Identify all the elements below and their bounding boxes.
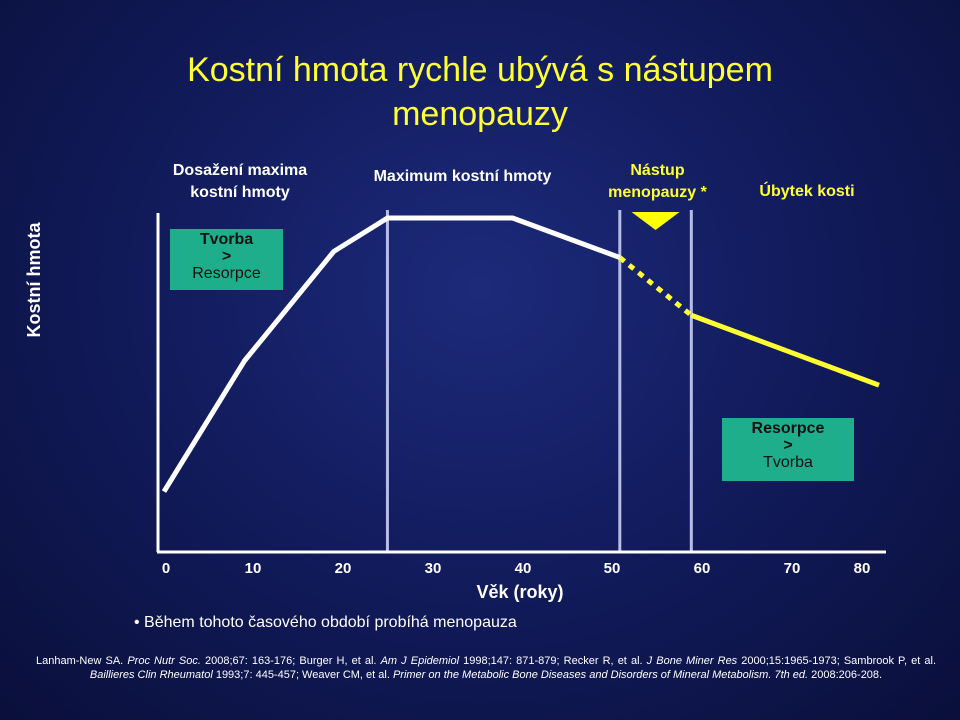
menopause-note: • Během tohoto časového období probíhá m… — [134, 614, 517, 631]
x-axis-label: Věk (roky) — [476, 582, 564, 602]
box-right-bottom: Tvorba — [763, 454, 813, 471]
title-line-1: Kostní hmota rychle ubývá s nástupem — [187, 51, 773, 89]
ref-3-journal: J Bone Miner Res — [646, 655, 738, 667]
header-peak-attainment: Dosažení maxima kostní hmoty — [150, 160, 330, 204]
box-right-mid: > — [783, 437, 793, 454]
x-tick-10: 10 — [245, 560, 262, 577]
ref-1-journal: Proc Nutr Soc. — [127, 655, 201, 667]
header-bone-loss: Úbytek kosti — [759, 183, 855, 200]
ref-4-detail: 1993;7: 445-457; Weaver CM, et al. — [212, 669, 393, 681]
box-left-mid: > — [221, 248, 232, 265]
box-right-top: Resorpce — [751, 420, 825, 437]
x-tick-0: 0 — [162, 560, 170, 577]
title-line-2: menopauzy — [392, 95, 568, 133]
ref-1-detail: 2008;67: 163-176; Burger H, et al. — [200, 655, 381, 667]
x-tick-50: 50 — [604, 560, 621, 577]
x-tick-60: 60 — [694, 560, 711, 577]
header-peak-mass: Maximum kostní hmoty — [373, 168, 552, 185]
references: Lanham-New SA. Proc Nutr Soc. 2008;67: 1… — [36, 654, 936, 682]
header-menopause-line2: menopauzy * — [608, 184, 707, 201]
x-tick-30: 30 — [425, 560, 442, 577]
x-tick-70: 70 — [784, 560, 801, 577]
ref-5-detail: 2008:206-208. — [808, 669, 883, 681]
series-after-menopause — [690, 312, 880, 388]
ref-4-journal: Baillieres Clin Rheumatol — [89, 669, 213, 681]
x-tick-40: 40 — [515, 560, 532, 577]
vertical-markers — [385, 210, 693, 552]
ref-2-detail: 1998;147: 871-879; Recker R, et al. — [459, 655, 647, 667]
menopause-note-text: Během tohoto časového období probíhá men… — [144, 614, 517, 631]
ref-1: Lanham-New SA. — [36, 655, 128, 667]
ref-3-detail: 2000;15:1965-1973; Sambrook P, et al. — [737, 655, 936, 667]
header-peak-attainment-line1: Dosažení maxima — [172, 162, 308, 179]
x-tick-80: 80 — [854, 560, 871, 577]
series-group — [161, 215, 880, 493]
header-menopause-onset: Nástup menopauzy * — [585, 160, 730, 204]
box-resorption-over-formation: Resorpce > Tvorba — [722, 418, 854, 481]
x-tick-20: 20 — [335, 560, 352, 577]
box-left-top: Tvorba — [199, 231, 254, 248]
ref-2-journal: Am J Epidemiol — [380, 655, 460, 667]
box-left-bottom: Resorpce — [192, 265, 261, 282]
header-menopause-line1: Nástup — [630, 162, 685, 179]
page-title: Kostní hmota rychle ubývá s nástupem men… — [60, 48, 900, 136]
x-tick-labels: 0 10 20 30 40 50 60 70 80 — [162, 560, 871, 577]
series-before-menopause — [161, 215, 621, 493]
header-peak-attainment-line2: kostní hmoty — [190, 184, 290, 201]
menopause-triangle-marker — [631, 212, 680, 230]
box-formation-over-resorption: Tvorba > Resorpce — [170, 229, 283, 290]
ref-5-journal: Primer on the Metabolic Bone Diseases an… — [392, 669, 809, 681]
series-menopause-transition — [618, 255, 693, 318]
